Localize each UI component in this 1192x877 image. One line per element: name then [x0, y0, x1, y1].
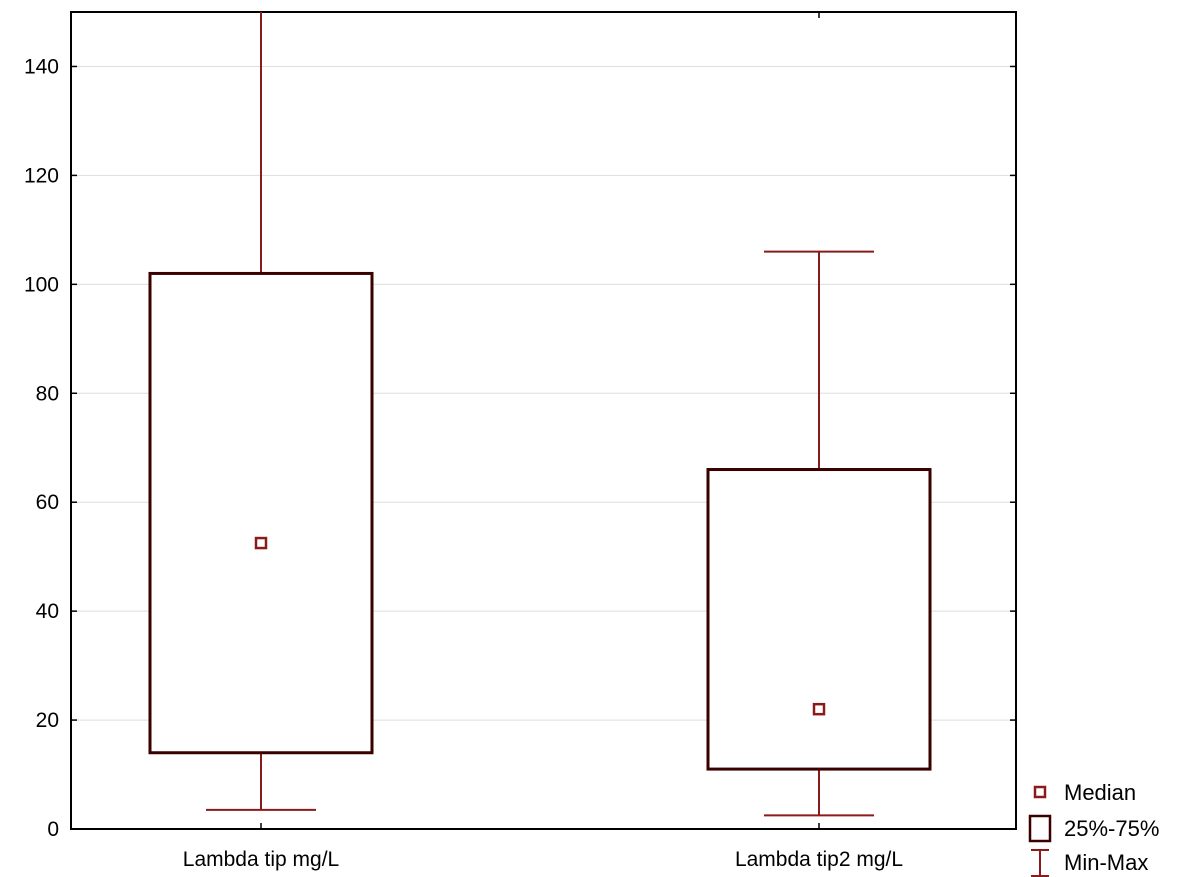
legend-label: Min-Max	[1064, 850, 1148, 875]
legend-label: 25%-75%	[1064, 816, 1159, 841]
box-group	[148, 12, 374, 811]
plot-frame-border	[70, 11, 1017, 830]
legend-box-icon	[1028, 814, 1052, 843]
iqr-box	[148, 271, 374, 755]
box-group	[706, 250, 932, 817]
y-tick-label: 60	[36, 491, 59, 514]
y-tick-label: 0	[47, 818, 59, 841]
y-tick-label: 40	[36, 600, 59, 623]
legend: Median 25%-75% Min-Max	[1028, 780, 1159, 877]
legend-median-icon	[1033, 785, 1047, 799]
plot-frame	[70, 11, 1017, 830]
legend-item: Median	[1033, 780, 1136, 805]
box-series	[148, 12, 932, 817]
legend-label: Median	[1064, 780, 1136, 805]
x-tick-label: Lambda tip mg/L	[183, 848, 339, 871]
iqr-box	[706, 468, 932, 771]
legend-item: 25%-75%	[1028, 814, 1159, 843]
x-tick-label: Lambda tip2 mg/L	[735, 848, 903, 871]
y-tick-label: 100	[24, 273, 59, 296]
y-tick-label: 140	[24, 55, 59, 78]
median-marker	[254, 536, 268, 550]
legend-item: Min-Max	[1031, 849, 1148, 877]
y-axis-ticks: 0 20 40 60 80 100 120 140	[24, 55, 1016, 841]
y-tick-label: 120	[24, 164, 59, 187]
y-tick-label: 20	[36, 709, 59, 732]
y-tick-label: 80	[36, 382, 59, 405]
x-axis-ticks: Lambda tip mg/L Lambda tip2 mg/L	[183, 12, 903, 871]
median-marker	[812, 702, 826, 716]
